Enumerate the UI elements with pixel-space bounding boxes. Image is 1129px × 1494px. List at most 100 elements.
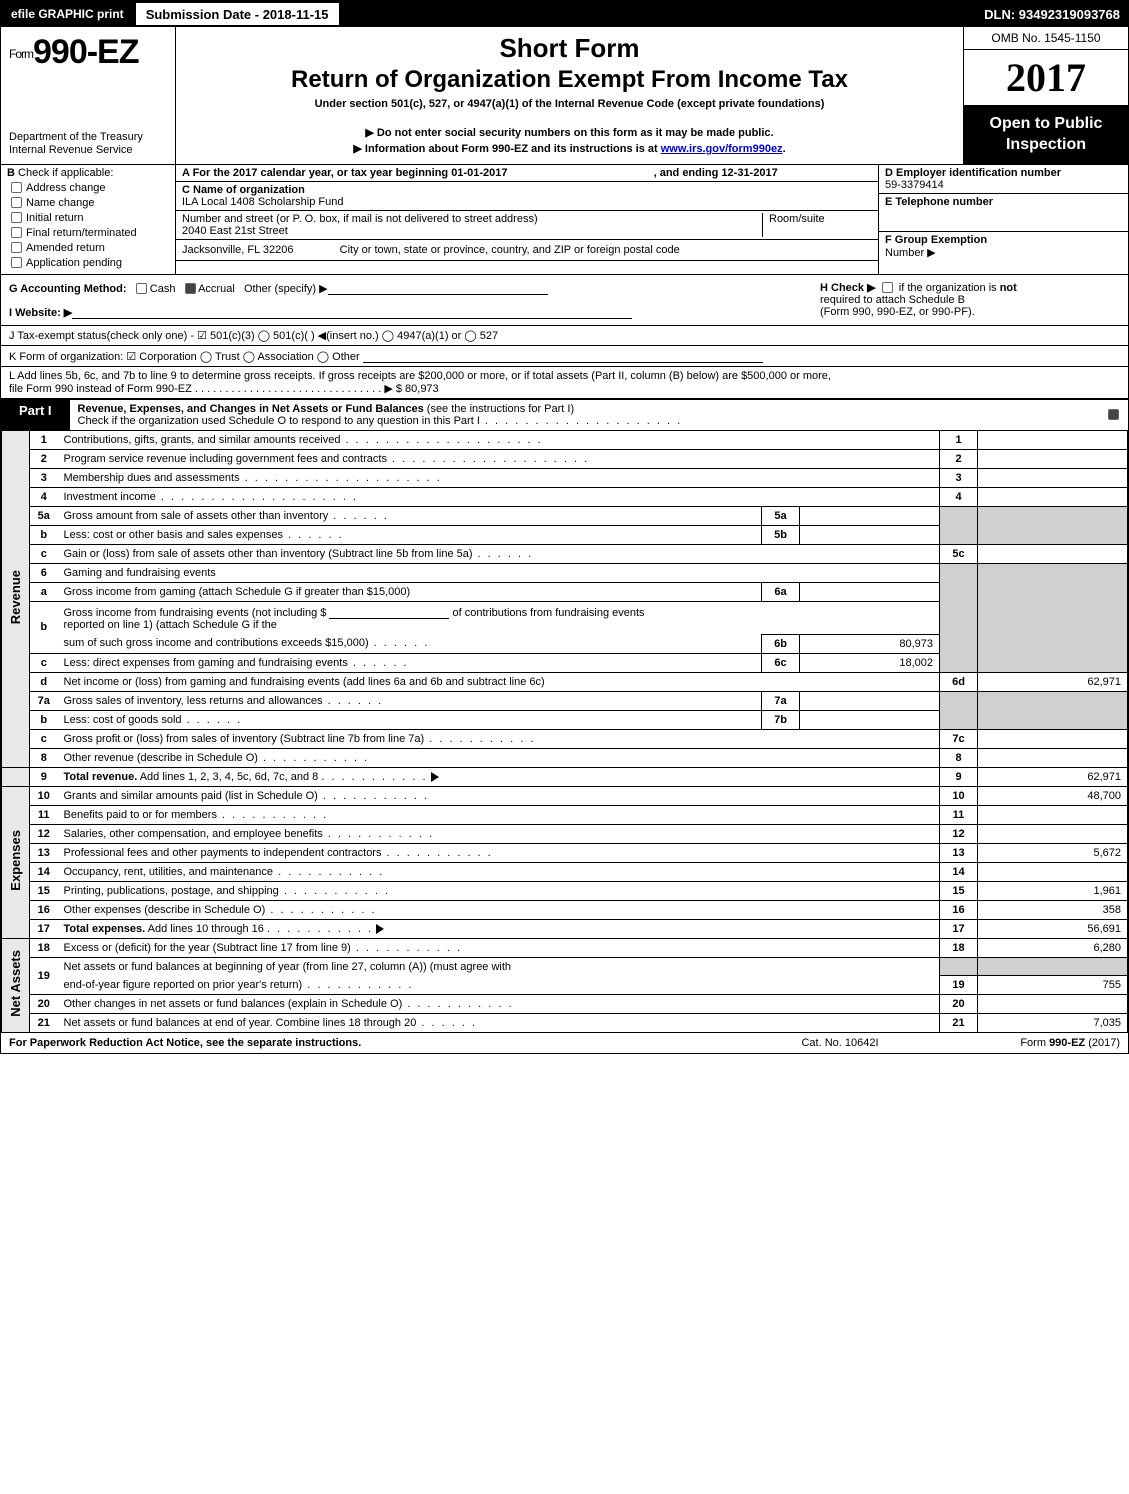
org-name-value: ILA Local 1408 Scholarship Fund bbox=[182, 196, 872, 208]
line-l-2: file Form 990 instead of Form 990-EZ . .… bbox=[9, 382, 1120, 395]
sidelabel-netassets: Net Assets bbox=[2, 938, 30, 1033]
line-10-num: 10 bbox=[30, 786, 58, 805]
line-8-num: 8 bbox=[30, 748, 58, 767]
sidelabel-revenue-ext bbox=[2, 767, 30, 786]
h-rest-3: (Form 990, 990-EZ, or 990-PF). bbox=[820, 306, 975, 318]
checkbox-h[interactable] bbox=[882, 282, 893, 293]
line-14-boxn: 14 bbox=[940, 862, 978, 881]
checkbox-schedule-o[interactable] bbox=[1108, 409, 1119, 420]
line-8-boxn: 8 bbox=[940, 748, 978, 767]
checkbox-accrual[interactable] bbox=[185, 283, 196, 294]
line-6a-desc: Gross income from gaming (attach Schedul… bbox=[58, 582, 762, 601]
line-6c-num: c bbox=[30, 653, 58, 672]
line-18-desc: Excess or (deficit) for the year (Subtra… bbox=[58, 938, 940, 957]
city-label: City or town, state or province, country… bbox=[340, 244, 680, 256]
part-1-tick bbox=[1098, 399, 1128, 430]
street-label: Number and street (or P. O. box, if mail… bbox=[182, 213, 762, 225]
header-center: Short Form Return of Organization Exempt… bbox=[176, 27, 963, 164]
checkbox-app-pending[interactable] bbox=[11, 257, 22, 268]
line-5c-num: c bbox=[30, 544, 58, 563]
checkbox-amended[interactable] bbox=[11, 242, 22, 253]
line-11-boxn: 11 bbox=[940, 805, 978, 824]
arrow-icon bbox=[431, 772, 439, 782]
line-17-desc: Total expenses. Add lines 10 through 16 bbox=[58, 919, 940, 938]
header-right: OMB No. 1545-1150 2017 Open to Public In… bbox=[963, 27, 1128, 164]
line-9-num: 9 bbox=[30, 767, 58, 786]
line-21-desc: Net assets or fund balances at end of ye… bbox=[58, 1014, 940, 1033]
line-7a-subn: 7a bbox=[762, 691, 800, 710]
line-17-boxn: 17 bbox=[940, 919, 978, 938]
line-6c-desc: Less: direct expenses from gaming and fu… bbox=[58, 653, 762, 672]
paperwork-notice: For Paperwork Reduction Act Notice, see … bbox=[9, 1037, 740, 1049]
label-b-text: Check if applicable: bbox=[18, 167, 113, 179]
line-6b-num: b bbox=[30, 601, 58, 653]
checkbox-address-change[interactable] bbox=[11, 182, 22, 193]
line-20-val bbox=[978, 995, 1128, 1014]
h-not: not bbox=[1000, 282, 1017, 294]
line-6b-d2: of contributions from fundraising events bbox=[453, 607, 645, 619]
label-g: G Accounting Method: bbox=[9, 283, 127, 295]
line-1-desc: Contributions, gifts, grants, and simila… bbox=[58, 430, 940, 449]
line-11-num: 11 bbox=[30, 805, 58, 824]
line-6c-subv: 18,002 bbox=[800, 653, 940, 672]
page-footer: For Paperwork Reduction Act Notice, see … bbox=[1, 1033, 1128, 1053]
line-6-desc: Gaming and fundraising events bbox=[58, 563, 940, 582]
line-3-num: 3 bbox=[30, 468, 58, 487]
line-20-num: 20 bbox=[30, 995, 58, 1014]
line-7c-val bbox=[978, 729, 1128, 748]
open-public-1: Open to Public bbox=[968, 114, 1124, 135]
shade-19 bbox=[940, 957, 978, 976]
checkbox-final-return[interactable] bbox=[11, 227, 22, 238]
line-18-val: 6,280 bbox=[978, 938, 1128, 957]
efile-print-button[interactable]: efile GRAPHIC print bbox=[1, 1, 134, 27]
form-990ez-page: efile GRAPHIC print Submission Date - 20… bbox=[0, 0, 1129, 1054]
line-19-desc-1: Net assets or fund balances at beginning… bbox=[58, 957, 940, 976]
line-6d-boxn: 6d bbox=[940, 672, 978, 691]
line-5b-subv bbox=[800, 525, 940, 544]
checkbox-initial-return[interactable] bbox=[11, 212, 22, 223]
line-16-val: 358 bbox=[978, 900, 1128, 919]
line-5b-desc: Less: cost or other basis and sales expe… bbox=[58, 525, 762, 544]
line-g: G Accounting Method: Cash Accrual Other … bbox=[9, 281, 820, 295]
checkbox-cash[interactable] bbox=[136, 283, 147, 294]
line-a: A For the 2017 calendar year, or tax yea… bbox=[176, 165, 878, 182]
shade-7-v bbox=[978, 691, 1128, 729]
room-suite: Room/suite bbox=[762, 213, 872, 237]
line-7c-desc: Gross profit or (loss) from sales of inv… bbox=[58, 729, 940, 748]
label-c: C Name of organization bbox=[182, 184, 305, 196]
h-rest-1: if the organization is bbox=[899, 282, 1000, 294]
part-1-desc-1: Revenue, Expenses, and Changes in Net As… bbox=[78, 403, 424, 415]
line-2-val bbox=[978, 449, 1128, 468]
line-6-num: 6 bbox=[30, 563, 58, 582]
ein-value: 59-3379414 bbox=[885, 179, 944, 191]
lbl-address-change: Address change bbox=[26, 182, 106, 194]
line-6b-subn: 6b bbox=[762, 634, 800, 653]
line-2-num: 2 bbox=[30, 449, 58, 468]
line-13-val: 5,672 bbox=[978, 843, 1128, 862]
info-link[interactable]: www.irs.gov/form990ez bbox=[661, 143, 783, 155]
checkbox-name-change[interactable] bbox=[11, 197, 22, 208]
line-11-val bbox=[978, 805, 1128, 824]
part-1-desc-2: Check if the organization used Schedule … bbox=[78, 415, 683, 427]
line-16-boxn: 16 bbox=[940, 900, 978, 919]
line-14-desc: Occupancy, rent, utilities, and maintena… bbox=[58, 862, 940, 881]
dept-line-1: Department of the Treasury bbox=[9, 131, 167, 144]
line-8-desc: Other revenue (describe in Schedule O) bbox=[58, 748, 940, 767]
other-specify-slot bbox=[328, 281, 548, 295]
sidelabel-revenue: Revenue bbox=[2, 430, 30, 767]
line-3-boxn: 3 bbox=[940, 468, 978, 487]
dept-line-2: Internal Revenue Service bbox=[9, 144, 167, 157]
submission-date-box: Submission Date - 2018-11-15 bbox=[134, 1, 341, 27]
line-k: K Form of organization: ☑ Corporation ◯ … bbox=[1, 346, 1128, 367]
open-public-2: Inspection bbox=[968, 135, 1124, 156]
section-h: H Check ▶ if the organization is not req… bbox=[820, 281, 1120, 319]
line-13-desc: Professional fees and other payments to … bbox=[58, 843, 940, 862]
line-7c-num: c bbox=[30, 729, 58, 748]
line-j: J Tax-exempt status(check only one) - ☑ … bbox=[1, 326, 1128, 346]
lbl-initial-return: Initial return bbox=[26, 212, 83, 224]
line-6c-subn: 6c bbox=[762, 653, 800, 672]
h-rest-2: required to attach Schedule B bbox=[820, 294, 965, 306]
line-6b-d1: Gross income from fundraising events (no… bbox=[64, 607, 327, 619]
line-4-desc: Investment income bbox=[58, 487, 940, 506]
section-c-address: A For the 2017 calendar year, or tax yea… bbox=[176, 165, 878, 274]
